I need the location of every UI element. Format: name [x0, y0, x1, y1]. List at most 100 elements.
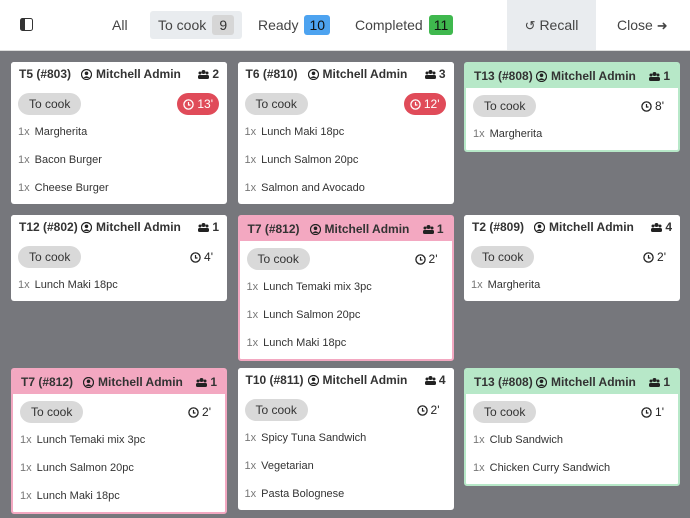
order-item[interactable]: 1x Lunch Salmon 20pc	[240, 301, 452, 329]
people-icon	[649, 72, 661, 81]
item-name: Lunch Maki 18pc	[36, 490, 120, 502]
item-qty: 1x	[244, 488, 257, 500]
card-pad	[11, 202, 227, 204]
guests: 4	[651, 215, 672, 239]
order-card[interactable]: T13 (#808) Mitchell Admin 1 To cook 1' 1x Club…	[464, 368, 680, 486]
order-user: Mitchell Admin	[80, 215, 181, 239]
user-name: Mitchell Admin	[96, 67, 181, 81]
timer-value: 2'	[428, 252, 438, 266]
item-name: Lunch Temaki mix 3pc	[263, 281, 372, 293]
order-item[interactable]: 1x Lunch Salmon 20pc	[13, 454, 225, 482]
user-icon	[80, 68, 93, 81]
order-item[interactable]: 1x Margherita	[466, 120, 678, 148]
order-item[interactable]: 1x Pasta Bolognese	[238, 480, 454, 508]
guests: 1	[422, 217, 444, 241]
status-pill[interactable]: To cook	[246, 248, 310, 270]
timer: 12'	[403, 93, 446, 115]
order-title: T12 (#802)	[19, 220, 78, 234]
status-pill[interactable]: To cook	[471, 246, 535, 268]
order-card[interactable]: T7 (#812) Mitchell Admin 1 To cook 2' 1x Lunch…	[11, 368, 227, 514]
user-name: Mitchell Admin	[549, 220, 634, 234]
status-row: To cook 2'	[13, 394, 225, 426]
order-item[interactable]: 1x Chicken Curry Sandwich	[466, 454, 678, 482]
clock-icon	[643, 252, 654, 263]
tab-label: To cook	[158, 17, 207, 33]
card-pad	[238, 202, 454, 204]
tab[interactable]: To cook 9	[150, 11, 243, 39]
item-qty: 1x	[244, 432, 257, 444]
item-name: Salmon and Avocado	[261, 182, 365, 194]
guest-count: 1	[436, 222, 444, 236]
guest-count: 1	[663, 69, 670, 83]
item-qty: 1x	[473, 434, 485, 446]
order-item[interactable]: 1x Club Sandwich	[466, 426, 678, 454]
order-item[interactable]: 1x Lunch Temaki mix 3pc	[13, 426, 225, 454]
item-qty: 1x	[246, 337, 259, 349]
order-item[interactable]: 1x Salmon and Avocado	[238, 174, 454, 202]
order-item[interactable]: 1x Margherita	[11, 118, 227, 146]
item-qty: 1x	[473, 462, 485, 474]
order-title: T5 (#803)	[19, 67, 72, 81]
user-icon	[309, 223, 321, 236]
tab[interactable]: Ready 10	[250, 11, 338, 39]
order-item[interactable]: 1x Spicy Tuna Sandwich	[238, 424, 454, 452]
tab[interactable]: All	[104, 11, 136, 39]
user-name: Mitchell Admin	[324, 222, 410, 236]
order-item[interactable]: 1x Bacon Burger	[11, 146, 227, 174]
status-pill[interactable]: To cook	[473, 401, 537, 423]
timer-value: 8'	[655, 99, 664, 113]
user-name: Mitchell Admin	[551, 375, 636, 389]
card-pad	[464, 299, 680, 301]
status-pill[interactable]: To cook	[244, 399, 308, 421]
order-card[interactable]: T7 (#812) Mitchell Admin 1 To cook 2' 1x Lunch…	[237, 215, 454, 361]
clock-icon	[410, 99, 421, 110]
status-row: To cook 2'	[238, 392, 454, 424]
card-pad	[13, 510, 225, 512]
people-icon	[651, 223, 663, 232]
order-item[interactable]: 1x Lunch Salmon 20pc	[238, 146, 454, 174]
status-pill[interactable]: To cook	[244, 93, 308, 115]
status-pill[interactable]: To cook	[18, 246, 82, 268]
recall-label: Recall	[539, 17, 579, 33]
status-pill[interactable]: To cook	[18, 93, 82, 115]
order-card[interactable]: T12 (#802) Mitchell Admin 1 To cook 4' 1x Lunc…	[11, 215, 227, 301]
order-item[interactable]: 1x Lunch Maki 18pc	[238, 118, 454, 146]
close-label: Close	[617, 17, 653, 33]
status-pill[interactable]: To cook	[473, 95, 537, 117]
recall-button[interactable]: ↺ Recall	[507, 0, 596, 50]
order-card[interactable]: T13 (#808) Mitchell Admin 1 To cook 8' 1x Marg…	[464, 62, 680, 152]
sidebar-toggle[interactable]	[20, 18, 33, 31]
order-card[interactable]: T10 (#811) Mitchell Admin 4 To cook 2' 1x Spic…	[237, 368, 454, 510]
close-button[interactable]: Close ➜	[617, 17, 668, 33]
people-icon	[424, 376, 436, 385]
order-item[interactable]: 1x Lunch Temaki mix 3pc	[240, 273, 452, 301]
guest-count: 4	[665, 220, 672, 234]
order-user: Mitchell Admin	[82, 370, 183, 394]
order-item[interactable]: 1x Cheese Burger	[11, 174, 227, 202]
tab-count: 10	[304, 15, 331, 35]
order-card[interactable]: T2 (#809) Mitchell Admin 4 To cook 2' 1x Margh…	[464, 215, 680, 301]
order-item[interactable]: 1x Lunch Maki 18pc	[13, 482, 225, 510]
order-card[interactable]: T5 (#803) Mitchell Admin 2 To cook 13' 1x Marg…	[11, 62, 227, 204]
user-icon	[535, 376, 548, 389]
user-name: Mitchell Admin	[96, 220, 181, 234]
order-item[interactable]: 1x Lunch Maki 18pc	[11, 271, 227, 299]
item-name: Chicken Curry Sandwich	[489, 462, 611, 474]
item-qty: 1x	[244, 154, 257, 166]
order-card[interactable]: T6 (#810) Mitchell Admin 3 To cook 12' 1x Lunc…	[237, 62, 454, 204]
tab-label: Ready	[258, 17, 299, 33]
item-name: Lunch Maki 18pc	[34, 279, 118, 291]
order-item[interactable]: 1x Lunch Maki 18pc	[240, 329, 452, 357]
item-qty: 1x	[473, 128, 485, 140]
order-item[interactable]: 1x Margherita	[464, 271, 680, 299]
card-pad	[466, 148, 678, 150]
people-icon	[196, 378, 208, 387]
guests: 2	[198, 62, 219, 86]
timer-value: 13'	[197, 97, 213, 111]
order-item[interactable]: 1x Vegetarian	[238, 452, 454, 480]
tab[interactable]: Completed 11	[347, 11, 461, 39]
item-qty: 1x	[20, 462, 32, 474]
status-pill[interactable]: To cook	[20, 401, 84, 423]
timer: 1'	[635, 401, 670, 423]
order-title: T7 (#812)	[21, 375, 74, 389]
